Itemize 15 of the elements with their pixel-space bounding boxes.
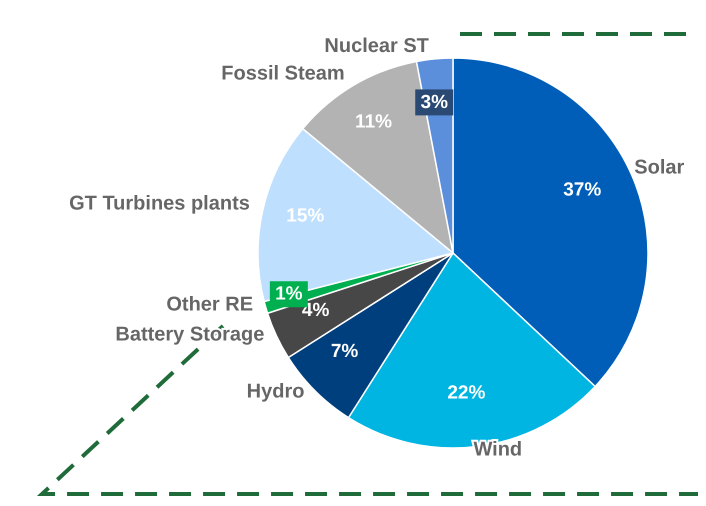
slice-label: Hydro: [246, 380, 304, 403]
data-label: 4%: [302, 300, 330, 321]
data-label: 3%: [420, 92, 448, 113]
data-label: 15%: [286, 206, 324, 227]
data-label: 37%: [563, 179, 602, 200]
slice-label: Solar: [634, 156, 685, 178]
data-label: 1%: [275, 284, 303, 305]
data-label: 7%: [330, 340, 358, 362]
data-label: 22%: [447, 382, 486, 404]
slice-label: GT Turbines plants: [69, 192, 250, 215]
legend-label: Other RE: [166, 294, 254, 316]
slice-label: Wind: [473, 438, 522, 460]
data-label: 11%: [355, 112, 392, 133]
slice-label: Fossil Steam: [221, 62, 345, 84]
slice-label: Nuclear ST: [324, 34, 429, 57]
